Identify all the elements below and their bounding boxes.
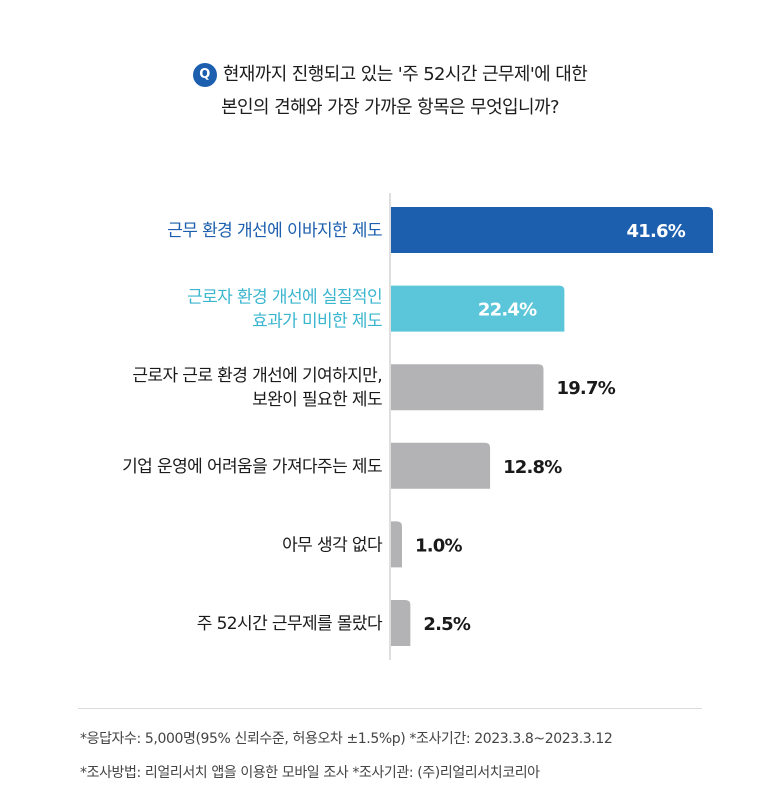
category-label: 근로자 근로 환경 개선에 기여하지만, — [132, 366, 382, 386]
category-label: 효과가 미비한 제도 — [252, 312, 382, 332]
category-label: 기업 운영에 어려움을 가져다주는 제도 — [122, 457, 382, 477]
value-label: 41.6% — [627, 221, 686, 242]
survey-note-1: *응답자수: 5,000명(95% 신뢰수준, 허용오차 ±1.5%p) *조사… — [80, 731, 613, 747]
category-label: 근무 환경 개선에 이바지한 제도 — [167, 221, 382, 241]
bar — [391, 600, 411, 646]
question-text-line-1: 현재까지 진행되고 있는 '주 52시간 근무제'에 대한 — [222, 64, 588, 85]
bar — [391, 285, 565, 332]
question-line-1: Q 현재까지 진행되고 있는 '주 52시간 근무제'에 대한 — [0, 58, 780, 91]
footer-divider — [78, 708, 702, 709]
category-label: 근로자 환경 개선에 실질적인 — [187, 288, 382, 308]
bar — [391, 364, 544, 411]
bar — [391, 442, 491, 489]
question-line-2: 본인의 견해와 가장 가까운 항목은 무엇입니까? — [221, 97, 559, 118]
value-label: 12.8% — [503, 457, 562, 478]
category-label: 주 52시간 근무제를 몰랐다 — [197, 614, 383, 634]
value-label: 22.4% — [478, 300, 537, 321]
value-label: 19.7% — [556, 378, 615, 399]
survey-note-2: *조사방법: 리얼리서치 앱을 이용한 모바일 조사 *조사기관: (주)리얼리… — [80, 765, 540, 781]
value-label: 1.0% — [415, 535, 462, 556]
bar — [391, 207, 713, 253]
question: Q 현재까지 진행되고 있는 '주 52시간 근무제'에 대한 본인의 견해와 가… — [0, 58, 780, 124]
bar — [391, 521, 402, 568]
bar-chart: 41.6% 근무 환경 개선에 이바지한 제도 22.4% 근로자 환경 개선에 실질… — [122, 193, 713, 660]
category-label: 보완이 필요한 제도 — [252, 390, 382, 410]
value-label: 2.5% — [423, 614, 470, 635]
category-label: 아무 생각 없다 — [282, 535, 383, 555]
q-badge-icon: Q — [192, 63, 217, 87]
